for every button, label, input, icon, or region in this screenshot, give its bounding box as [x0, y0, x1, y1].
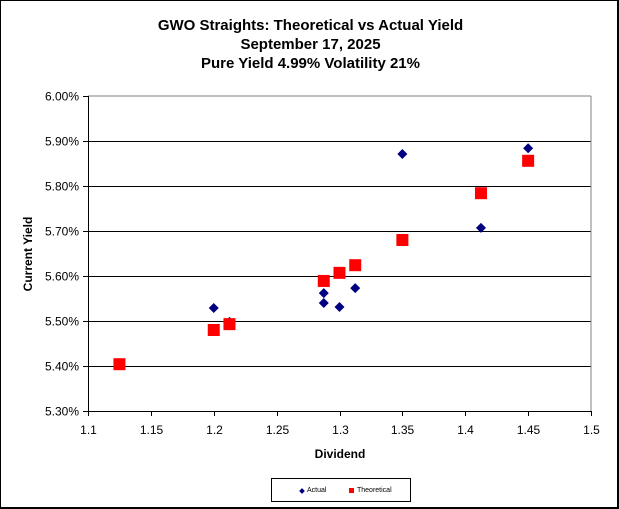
actual-point	[397, 149, 408, 160]
theoretical-point	[522, 154, 535, 167]
actual-point	[350, 283, 361, 294]
x-tick-label: 1.15	[140, 423, 164, 437]
x-tick-label: 1.4	[457, 423, 474, 437]
legend-label-theoretical: Theoretical	[357, 487, 392, 494]
actual-point	[334, 302, 345, 313]
x-tick-label: 1.45	[517, 423, 541, 437]
diamond-marker-icon	[299, 487, 305, 494]
legend: Actual Theoretical	[271, 478, 411, 502]
x-tick-label: 1.1	[80, 423, 97, 437]
actual-point	[475, 222, 486, 233]
theoretical-point	[317, 274, 330, 287]
theoretical-point	[223, 318, 236, 331]
x-axis-label: Dividend	[315, 447, 366, 461]
y-tick-label: 6.00%	[45, 90, 79, 104]
tick-labels: 5.30% 5.40% 5.50% 5.60% 5.70% 5.80% 5.90% 6.00%…	[45, 90, 600, 438]
square-marker-icon	[349, 488, 354, 493]
theoretical-point	[396, 234, 409, 246]
actual-point	[318, 288, 329, 299]
y-axis-label: Current Yield	[21, 217, 35, 292]
theoretical-point	[474, 187, 487, 200]
data-points	[113, 143, 535, 371]
axes	[83, 95, 592, 416]
theoretical-point	[113, 358, 126, 371]
y-tick-label: 5.80%	[45, 180, 79, 194]
x-tick-label: 1.25	[266, 423, 290, 437]
legend-item-theoretical: Theoretical	[349, 487, 392, 494]
gridlines	[88, 141, 591, 367]
y-tick-label: 5.50%	[45, 315, 79, 329]
x-tick-label: 1.2	[206, 423, 223, 437]
x-tick-label: 1.35	[391, 423, 415, 437]
chart-subtitle-date: September 17, 2025	[240, 36, 381, 53]
theoretical-point	[207, 324, 220, 336]
actual-point	[208, 302, 219, 313]
chart-title: GWO Straights: Theoretical vs Actual Yie…	[157, 17, 464, 34]
y-tick-label: 5.60%	[45, 270, 79, 284]
chart-subtitle-params: Pure Yield 4.99% Volatility 21%	[201, 55, 420, 72]
y-tick-label: 5.70%	[45, 225, 79, 239]
y-tick-label: 5.40%	[45, 360, 79, 374]
y-tick-label: 5.90%	[45, 135, 79, 149]
legend-item-actual: Actual	[299, 487, 327, 494]
actual-point	[523, 143, 534, 154]
legend-label-actual: Actual	[307, 487, 327, 494]
actual-point	[318, 298, 329, 308]
x-tick-label: 1.3	[332, 423, 349, 437]
theoretical-point	[349, 259, 362, 272]
theoretical-point	[333, 266, 346, 279]
y-tick-label: 5.30%	[45, 405, 79, 419]
x-tick-label: 1.5	[583, 423, 600, 437]
